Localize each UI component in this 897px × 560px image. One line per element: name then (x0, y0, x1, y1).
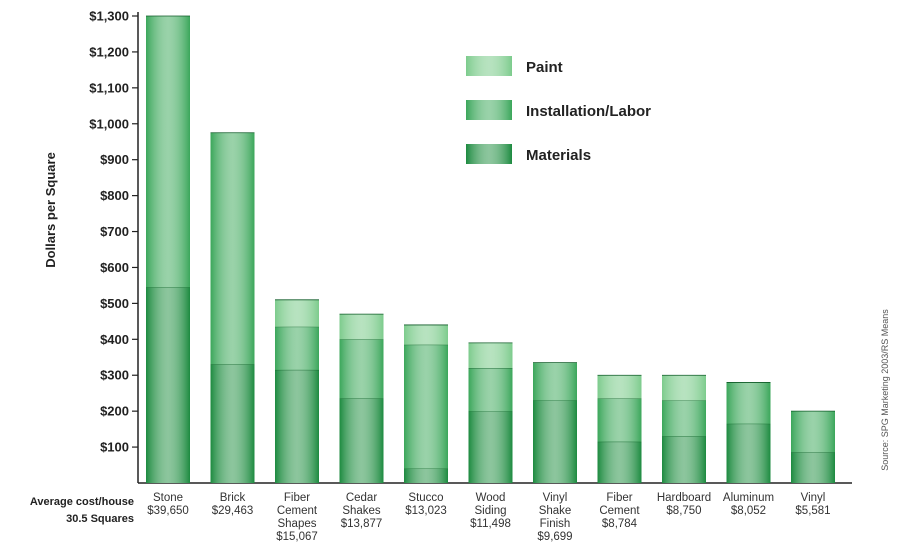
category-label-line: Siding (474, 505, 507, 517)
category-label-line: Shapes (277, 518, 317, 530)
bar-segment-shading (339, 314, 384, 340)
category-label-line: Wood (475, 492, 506, 504)
legend-swatch-shading (466, 100, 512, 120)
category-label: Aluminum $8,052 (718, 492, 780, 518)
bar-segment-shading (533, 400, 577, 483)
y-tick-label: $700 (100, 224, 129, 239)
y-tick-label: $400 (100, 332, 129, 347)
category-label-line: Vinyl (542, 492, 568, 504)
category-average-cost: $39,650 (147, 505, 189, 517)
bar-segment-shading (468, 342, 513, 369)
bar-segment-shading (404, 344, 448, 469)
bar-segment-shading (468, 411, 513, 483)
category-average-cost: $13,023 (405, 505, 447, 517)
average-cost-label-line: Average cost/house (29, 496, 134, 508)
bar-segment-shading (597, 441, 642, 483)
source-note: Source: SPG Marketing 2003/RS Means (880, 309, 890, 471)
average-cost-label-line: 30.5 Squares (66, 513, 134, 525)
y-tick-label: $100 (100, 440, 129, 455)
bar-segment-shading (597, 375, 642, 399)
bar-segment-shading (404, 468, 448, 483)
category-label-line: Stone (152, 492, 184, 504)
category-average-cost: $8,052 (730, 505, 767, 517)
category-label-line: Fiber (283, 492, 311, 504)
bar-segment-shading (533, 362, 577, 401)
bar-segment-shading (662, 436, 706, 483)
y-tick-label: $1,300 (89, 9, 129, 24)
bar-segment-shading (275, 299, 319, 327)
legend-label: Paint (526, 59, 563, 76)
y-axis-label: Dollars per Square (43, 152, 58, 268)
bar-segment-shading (726, 382, 771, 424)
category-average-cost: $11,498 (470, 518, 511, 530)
category-label-line: Cement (276, 505, 318, 517)
category-label: Vinyl $5,581 (782, 492, 844, 518)
category-label: Cedar Shakes $13,877 (331, 492, 393, 531)
category-average-cost: $8,750 (666, 505, 702, 517)
bar-segment-shading (210, 132, 255, 365)
y-tick-label: $800 (100, 188, 129, 203)
category-label-line: Shake (538, 505, 572, 517)
bar-segment-shading (662, 400, 706, 437)
category-average-cost: $9,699 (537, 531, 573, 543)
bar-segment-shading (662, 375, 706, 401)
category-average-cost: $29,463 (211, 505, 254, 517)
category-label: Wood Siding $11,498 (460, 492, 522, 531)
category-label: Fiber Cement $8,784 (589, 492, 651, 531)
bar-segment-shading (468, 368, 513, 412)
y-tick-label: $600 (100, 260, 129, 275)
category-label-line: Stucco (408, 492, 444, 504)
category-average-cost: $15,067 (276, 531, 318, 543)
category-label: Vinyl Shake Finish $9,699 (524, 492, 586, 544)
bar-segment-shading (339, 339, 384, 399)
bar-segment-shading (791, 411, 835, 453)
bar-segment-shading (404, 324, 448, 345)
category-label-line: Cement (599, 505, 640, 517)
y-axis: $100 $200 $300 $400 $500 $600 $700 $800 $900 $1,0… (89, 9, 852, 484)
category-label: Stucco $13,023 (395, 492, 457, 518)
bar-segment-shading (146, 287, 190, 483)
bar-segment-shading (146, 16, 190, 288)
category-label-line: Fiber (606, 492, 633, 504)
y-tick-label: $500 (100, 296, 129, 311)
bar-segment-shading (275, 369, 319, 483)
category-label: Fiber Cement Shapes $15,067 (266, 492, 328, 544)
y-tick-label: $1,200 (89, 44, 129, 59)
category-label: Hardboard $8,750 (653, 492, 715, 518)
category-label-line: Aluminum (722, 492, 775, 504)
bar-segment-shading (726, 423, 771, 483)
bar-segment-shading (210, 364, 255, 483)
legend-swatch-shading (466, 144, 512, 164)
category-label: Brick $29,463 (202, 492, 264, 518)
bar-segment-shading (597, 398, 642, 442)
bar-segment-shading (791, 452, 835, 483)
category-label-line: Vinyl (800, 492, 826, 504)
category-label-line: Finish (539, 518, 571, 530)
legend-label: Materials (526, 147, 591, 164)
y-tick-label: $900 (100, 152, 129, 167)
legend-label: Installation/Labor (526, 103, 651, 120)
y-tick-label: $200 (100, 404, 129, 419)
category-label-line: Shakes (342, 505, 381, 517)
y-tick-label: $1,000 (89, 116, 129, 131)
category-average-cost: $5,581 (795, 505, 831, 517)
legend-swatch-shading (466, 56, 512, 76)
bars (146, 15, 835, 483)
y-tick-label: $1,100 (89, 80, 129, 95)
bar-segment-shading (275, 326, 319, 370)
y-tick-label: $300 (100, 368, 129, 383)
category-label: Stone $39,650 (137, 492, 199, 518)
category-average-cost: $8,784 (601, 518, 638, 530)
bar-segment-shading (339, 398, 384, 483)
category-label-line: Hardboard (656, 492, 712, 504)
average-cost-label: Average cost/house 30.5 Squares (4, 494, 134, 528)
category-label-line: Cedar (345, 492, 378, 504)
category-label-line: Brick (219, 492, 246, 504)
category-average-cost: $13,877 (340, 518, 383, 530)
legend: Paint Installation/Labor Materials (466, 56, 651, 164)
